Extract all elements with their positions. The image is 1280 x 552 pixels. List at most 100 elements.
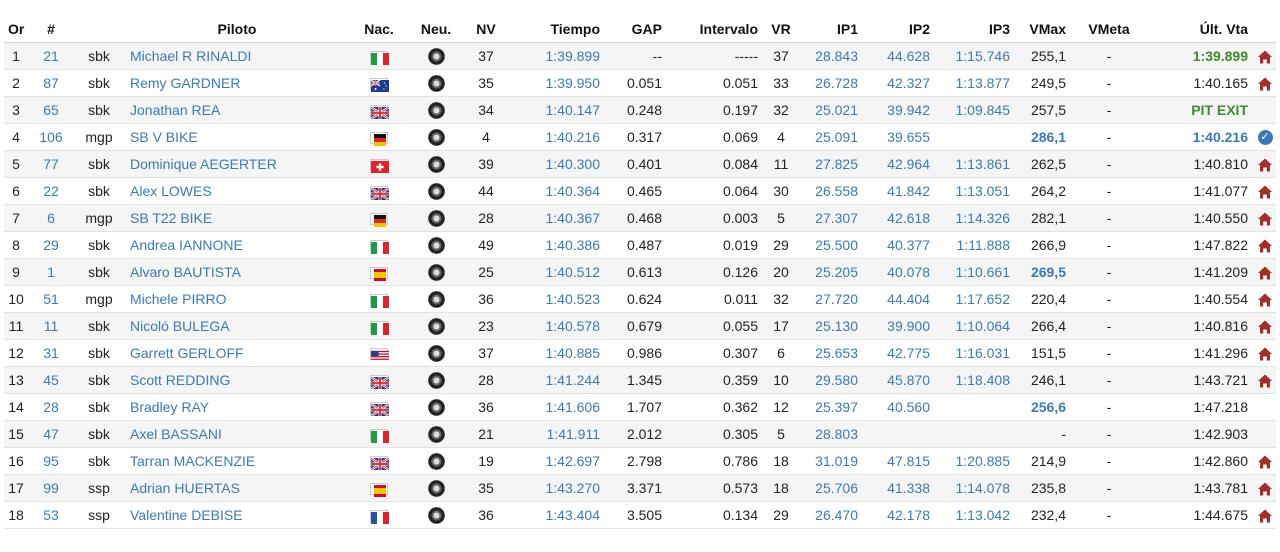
home-icon[interactable] <box>1257 184 1273 200</box>
split3-link[interactable]: 1:17.652 <box>936 285 1016 313</box>
split3-link[interactable] <box>936 393 1016 421</box>
table-row[interactable]: 10 51 mgp Michele PIRRO 36 1:40.523 0.624 0.011… <box>4 285 1276 313</box>
split2-link[interactable]: 42.964 <box>864 150 936 178</box>
split3-link[interactable]: 1:13.877 <box>936 69 1016 97</box>
table-row[interactable]: 13 45 sbk Scott REDDING 28 1:41.244 1.345 0.359… <box>4 366 1276 394</box>
rider-number-link[interactable]: 77 <box>28 150 74 178</box>
table-row[interactable]: 6 22 sbk Alex LOWES 44 1:40.364 0.465 0.064 30 26… <box>4 177 1276 205</box>
split1-link[interactable]: 25.500 <box>798 231 864 259</box>
header-nacionalidad[interactable]: Nac. <box>350 16 408 43</box>
action-icon-cell[interactable] <box>1254 501 1276 529</box>
home-icon[interactable] <box>1257 346 1273 362</box>
home-icon[interactable] <box>1257 292 1273 308</box>
table-row[interactable]: 17 99 ssp Adrian HUERTAS 35 1:43.270 3.371 0.57… <box>4 474 1276 502</box>
split1-link[interactable]: 27.825 <box>798 150 864 178</box>
split2-link[interactable]: 44.404 <box>864 285 936 313</box>
split1-link[interactable]: 25.091 <box>798 123 864 151</box>
split2-link[interactable]: 39.900 <box>864 312 936 340</box>
best-time-link[interactable]: 1:40.885 <box>508 339 606 367</box>
table-row[interactable]: 4 106 mgp SB V BIKE 4 1:40.216 0.317 0.069 4 25.0… <box>4 123 1276 151</box>
table-row[interactable]: 12 31 sbk Garrett GERLOFF 37 1:40.885 0.986 0.3… <box>4 339 1276 367</box>
action-icon-cell[interactable] <box>1254 420 1276 448</box>
header-ip2[interactable]: IP2 <box>864 16 936 43</box>
split3-link[interactable]: 1:09.845 <box>936 96 1016 124</box>
rider-name-link[interactable]: Michele PIRRO <box>124 285 350 313</box>
split3-link[interactable] <box>936 123 1016 151</box>
split1-link[interactable]: 25.205 <box>798 258 864 286</box>
best-time-link[interactable]: 1:43.404 <box>508 501 606 529</box>
rider-name-link[interactable]: Garrett GERLOFF <box>124 339 350 367</box>
header-number[interactable]: # <box>28 16 74 43</box>
split2-link[interactable]: 42.775 <box>864 339 936 367</box>
table-row[interactable]: 7 6 mgp SB T22 BIKE 28 1:40.367 0.468 0.003 5 27.… <box>4 204 1276 232</box>
split3-link[interactable]: 1:20.885 <box>936 447 1016 475</box>
split3-link[interactable]: 1:13.051 <box>936 177 1016 205</box>
split1-link[interactable]: 25.130 <box>798 312 864 340</box>
best-time-link[interactable]: 1:40.367 <box>508 204 606 232</box>
header-ip3[interactable]: IP3 <box>936 16 1016 43</box>
rider-number-link[interactable]: 87 <box>28 69 74 97</box>
best-time-link[interactable]: 1:40.147 <box>508 96 606 124</box>
home-icon[interactable] <box>1257 238 1273 254</box>
header-nv[interactable]: NV <box>464 16 508 43</box>
rider-number-link[interactable]: 47 <box>28 420 74 448</box>
rider-name-link[interactable]: Jonathan REA <box>124 96 350 124</box>
action-icon-cell[interactable] <box>1254 339 1276 367</box>
header-vr[interactable]: VR <box>764 16 798 43</box>
split1-link[interactable]: 27.720 <box>798 285 864 313</box>
action-icon-cell[interactable] <box>1254 96 1276 124</box>
table-row[interactable]: 11 11 sbk Nicoló BULEGA 23 1:40.578 0.679 0.055… <box>4 312 1276 340</box>
action-icon-cell[interactable] <box>1254 447 1276 475</box>
best-time-link[interactable]: 1:40.216 <box>508 123 606 151</box>
split1-link[interactable]: 26.728 <box>798 69 864 97</box>
action-icon-cell[interactable]: ✓ <box>1254 123 1276 151</box>
split1-link[interactable]: 25.653 <box>798 339 864 367</box>
rider-number-link[interactable]: 45 <box>28 366 74 394</box>
table-row[interactable]: 1 21 sbk Michael R RINALDI 37 1:39.899 -- -----… <box>4 42 1276 70</box>
split2-link[interactable]: 41.842 <box>864 177 936 205</box>
table-row[interactable]: 8 29 sbk Andrea IANNONE 49 1:40.386 0.487 0.019… <box>4 231 1276 259</box>
rider-number-link[interactable]: 29 <box>28 231 74 259</box>
action-icon-cell[interactable] <box>1254 366 1276 394</box>
rider-number-link[interactable]: 65 <box>28 96 74 124</box>
action-icon-cell[interactable] <box>1254 69 1276 97</box>
rider-name-link[interactable]: Dominique AEGERTER <box>124 150 350 178</box>
best-time-link[interactable]: 1:41.606 <box>508 393 606 421</box>
split2-link[interactable]: 41.338 <box>864 474 936 502</box>
rider-number-link[interactable]: 6 <box>28 204 74 232</box>
best-time-link[interactable]: 1:41.911 <box>508 420 606 448</box>
split2-link[interactable]: 40.377 <box>864 231 936 259</box>
rider-number-link[interactable]: 53 <box>28 501 74 529</box>
rider-name-link[interactable]: Adrian HUERTAS <box>124 474 350 502</box>
rider-number-link[interactable]: 31 <box>28 339 74 367</box>
rider-name-link[interactable]: Remy GARDNER <box>124 69 350 97</box>
action-icon-cell[interactable] <box>1254 42 1276 70</box>
rider-name-link[interactable]: Bradley RAY <box>124 393 350 421</box>
split1-link[interactable]: 29.580 <box>798 366 864 394</box>
split1-link[interactable]: 31.019 <box>798 447 864 475</box>
table-row[interactable]: 15 47 sbk Axel BASSANI 21 1:41.911 2.012 0.305 5… <box>4 420 1276 448</box>
table-row[interactable]: 9 1 sbk Alvaro BAUTISTA 25 1:40.512 0.613 0.126… <box>4 258 1276 286</box>
action-icon-cell[interactable] <box>1254 258 1276 286</box>
split2-link[interactable]: 40.078 <box>864 258 936 286</box>
rider-number-link[interactable]: 106 <box>28 123 74 151</box>
home-icon[interactable] <box>1257 76 1273 92</box>
rider-name-link[interactable]: Andrea IANNONE <box>124 231 350 259</box>
home-icon[interactable] <box>1257 481 1273 497</box>
action-icon-cell[interactable] <box>1254 285 1276 313</box>
table-row[interactable]: 3 65 sbk Jonathan REA 34 1:40.147 0.248 0.197 32… <box>4 96 1276 124</box>
split3-link[interactable]: 1:14.078 <box>936 474 1016 502</box>
header-piloto[interactable]: Piloto <box>124 16 350 43</box>
split2-link[interactable]: 47.815 <box>864 447 936 475</box>
action-icon-cell[interactable] <box>1254 474 1276 502</box>
split3-link[interactable]: 1:13.861 <box>936 150 1016 178</box>
action-icon-cell[interactable] <box>1254 393 1276 421</box>
rider-name-link[interactable]: Alvaro BAUTISTA <box>124 258 350 286</box>
best-time-link[interactable]: 1:40.386 <box>508 231 606 259</box>
table-row[interactable]: 16 95 sbk Tarran MACKENZIE 19 1:42.697 2.798 0.… <box>4 447 1276 475</box>
header-ult-vta[interactable]: Últ. Vta <box>1146 16 1254 43</box>
best-time-link[interactable]: 1:42.697 <box>508 447 606 475</box>
rider-number-link[interactable]: 21 <box>28 42 74 70</box>
rider-name-link[interactable]: Alex LOWES <box>124 177 350 205</box>
rider-number-link[interactable]: 99 <box>28 474 74 502</box>
